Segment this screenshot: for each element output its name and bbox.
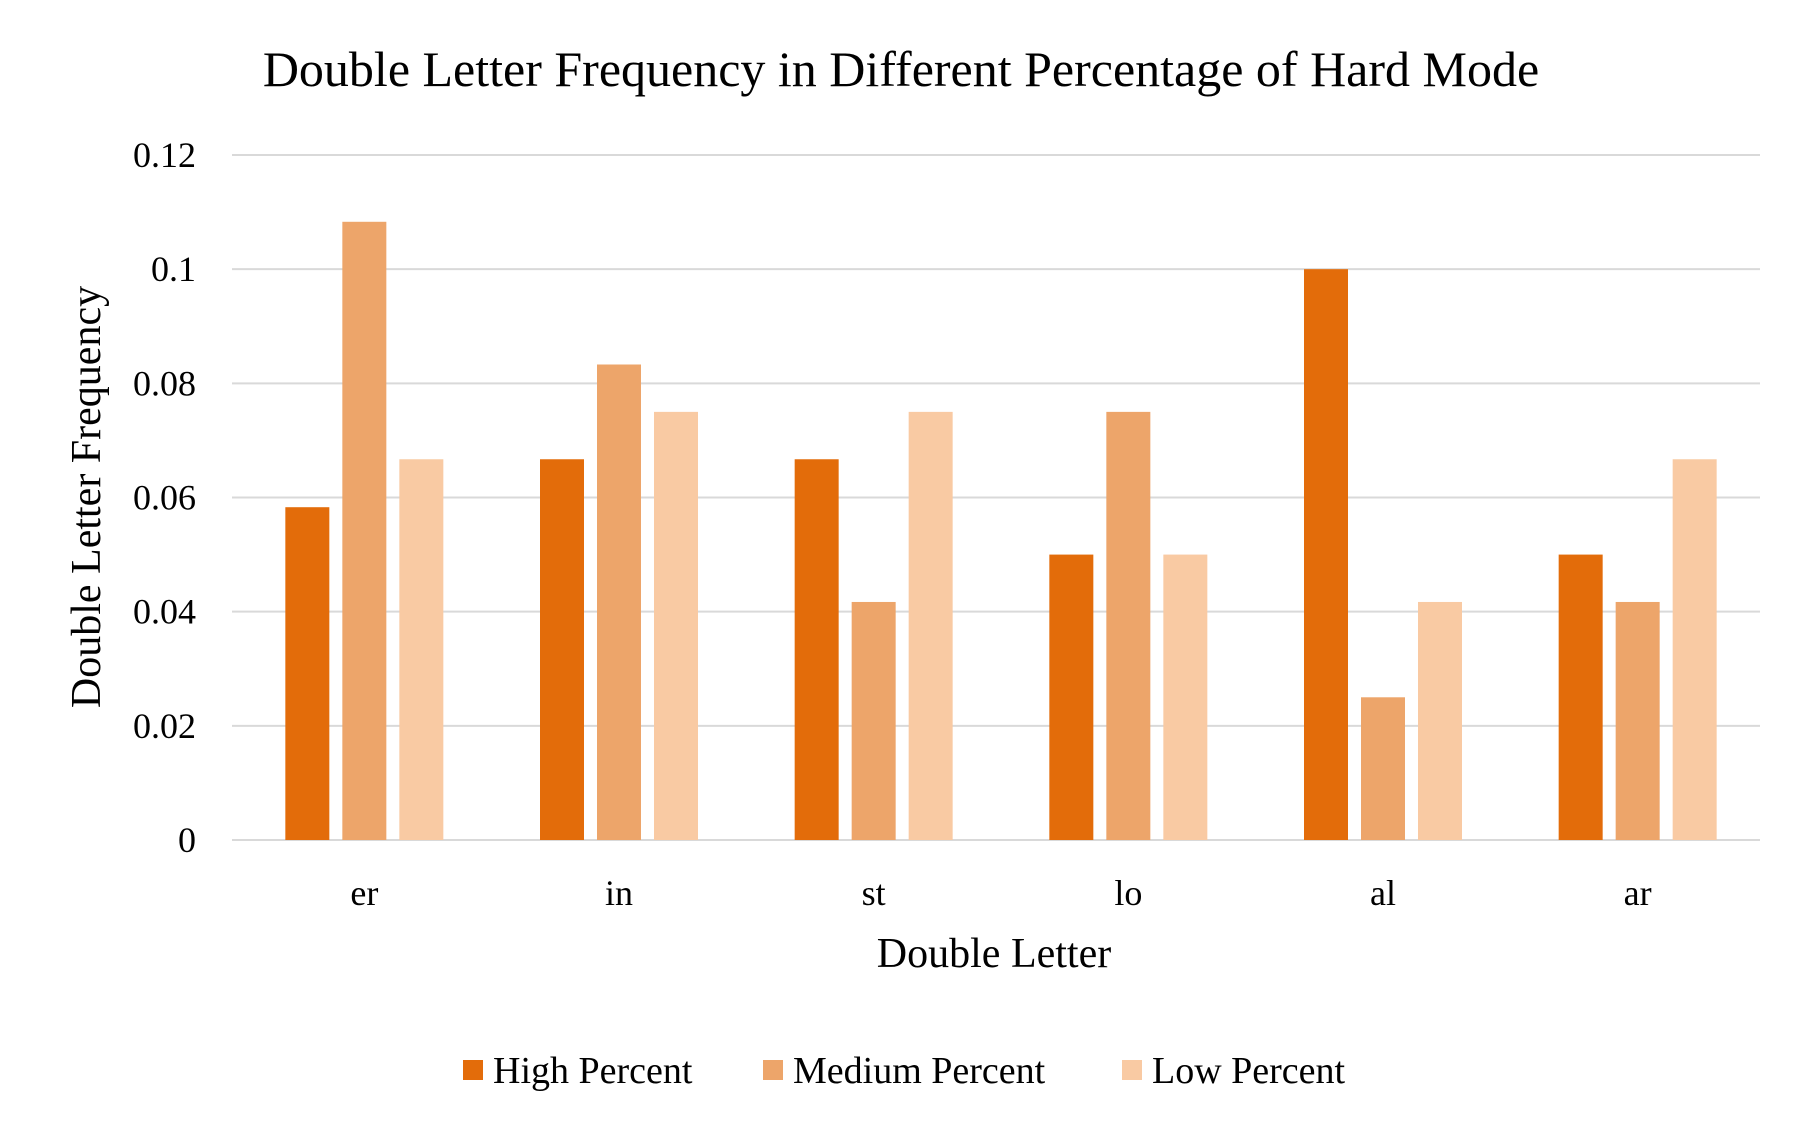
x-tick-label: er bbox=[350, 873, 378, 913]
bar-lo-low-percent bbox=[1163, 554, 1208, 840]
y-axis-title: Double Letter Frequency bbox=[64, 286, 110, 708]
chart-title: Double Letter Frequency in Different Per… bbox=[263, 41, 1539, 97]
legend-label: Low Percent bbox=[1152, 1050, 1346, 1092]
x-tick-label: ar bbox=[1624, 873, 1652, 913]
x-tick-label: lo bbox=[1114, 873, 1142, 913]
bar-st-low-percent bbox=[908, 411, 953, 840]
bar-st-medium-percent bbox=[851, 601, 896, 840]
x-tick-label: in bbox=[605, 873, 633, 913]
y-axis-ticks: 0 0.02 0.04 0.06 0.08 0.1 0.12 bbox=[133, 135, 196, 860]
x-axis-title: Double Letter bbox=[877, 931, 1111, 977]
legend-label: Medium Percent bbox=[793, 1050, 1046, 1092]
gridlines bbox=[232, 154, 1760, 841]
x-tick-label: st bbox=[862, 873, 886, 913]
legend: High Percent Medium Percent Low Percent bbox=[463, 1050, 1346, 1092]
x-tick-label: al bbox=[1370, 873, 1396, 913]
bar-er-high-percent bbox=[285, 507, 330, 840]
x-axis-ticks: er in st lo al ar bbox=[350, 873, 1651, 913]
legend-label: High Percent bbox=[493, 1050, 693, 1092]
bar-lo-high-percent bbox=[1049, 554, 1094, 840]
bar-al-low-percent bbox=[1418, 601, 1462, 840]
bar-in-low-percent bbox=[654, 411, 698, 840]
bar-ar-high-percent bbox=[1558, 554, 1603, 840]
y-tick-label: 0.1 bbox=[151, 249, 196, 289]
legend-swatch bbox=[1122, 1060, 1142, 1080]
bar-al-medium-percent bbox=[1361, 697, 1405, 840]
bar-al-high-percent bbox=[1304, 269, 1348, 841]
bar-lo-medium-percent bbox=[1106, 411, 1151, 840]
y-tick-label: 0.12 bbox=[133, 135, 196, 175]
y-tick-label: 0 bbox=[178, 820, 196, 860]
y-tick-label: 0.04 bbox=[133, 592, 196, 632]
y-tick-label: 0.02 bbox=[133, 706, 196, 746]
y-tick-label: 0.06 bbox=[133, 478, 196, 518]
bar-in-medium-percent bbox=[597, 364, 641, 840]
legend-swatch bbox=[463, 1060, 483, 1080]
bar-ar-low-percent bbox=[1672, 459, 1717, 840]
legend-swatch bbox=[763, 1060, 783, 1080]
bar-er-low-percent bbox=[399, 459, 444, 840]
bar-ar-medium-percent bbox=[1615, 601, 1660, 840]
bars bbox=[285, 221, 1717, 841]
bar-er-medium-percent bbox=[342, 221, 387, 841]
bar-in-high-percent bbox=[540, 459, 584, 840]
y-tick-label: 0.08 bbox=[133, 363, 196, 403]
bar-st-high-percent bbox=[794, 459, 839, 840]
